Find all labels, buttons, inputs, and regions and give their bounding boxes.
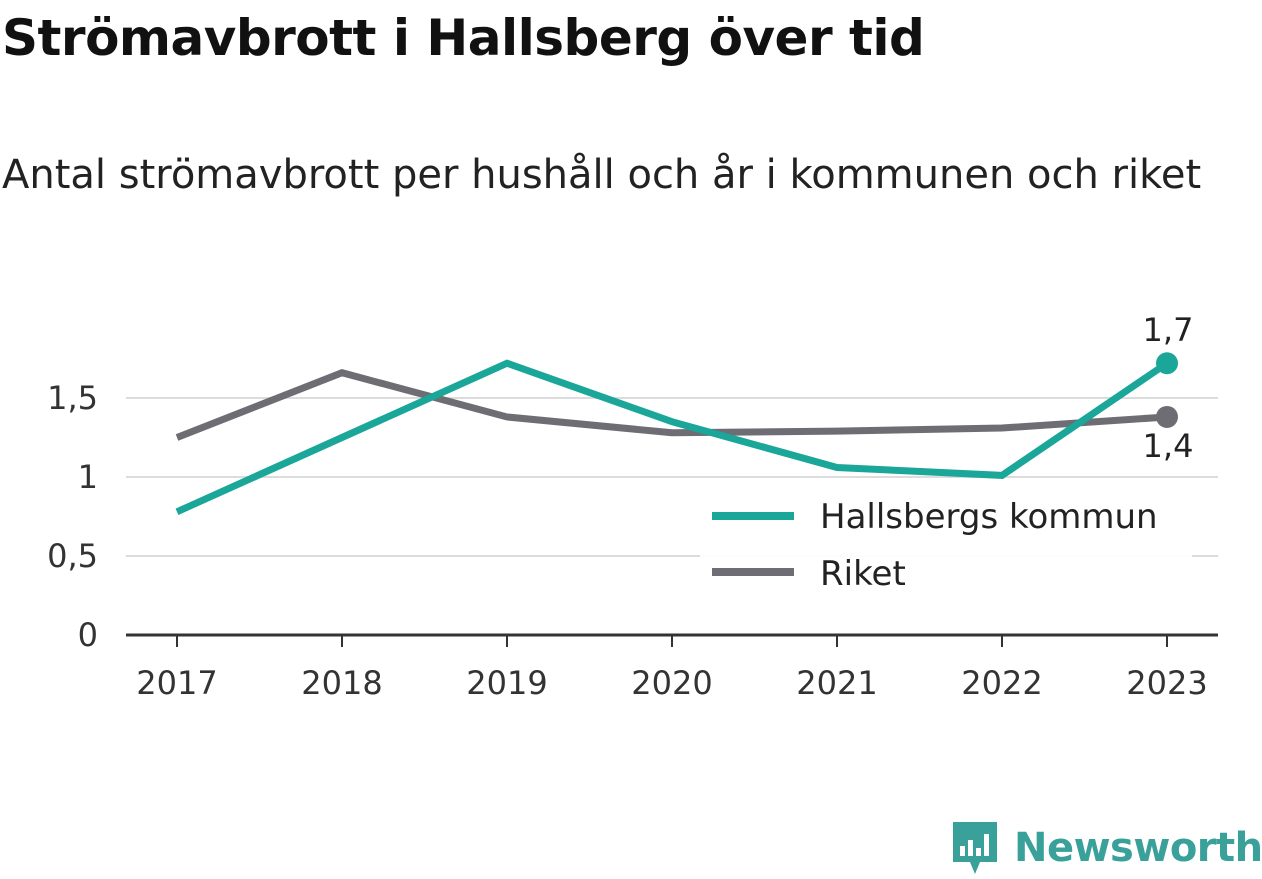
x-tick-label: 2020 bbox=[631, 664, 712, 702]
newsworthy-brand: Newsworthy bbox=[950, 818, 1262, 878]
end-point-hallsbergs-kommun bbox=[1156, 352, 1178, 375]
chart-subtitle: Antal strömavbrott per hushåll och år i … bbox=[2, 152, 1202, 198]
x-tick-label: 2021 bbox=[796, 664, 877, 702]
brand-name: Newsworthy bbox=[1014, 825, 1262, 871]
x-tick-label: 2023 bbox=[1126, 664, 1207, 702]
legend-label-hallsbergs-kommun: Hallsbergs kommun bbox=[820, 497, 1158, 537]
end-point-riket bbox=[1156, 405, 1178, 428]
chart-title: Strömavbrott i Hallsberg över tid bbox=[2, 9, 925, 67]
x-axis-ticks: 2017 2018 2019 2020 2021 2022 2023 bbox=[136, 635, 1208, 702]
y-tick-label: 0,5 bbox=[47, 537, 98, 575]
end-label-riket: 1,4 bbox=[1143, 427, 1194, 465]
y-tick-label: 1,5 bbox=[47, 379, 98, 417]
x-tick-label: 2018 bbox=[301, 664, 382, 702]
legend-label-riket: Riket bbox=[820, 554, 906, 594]
x-tick-label: 2022 bbox=[961, 664, 1042, 702]
legend: Hallsbergs kommun Riket bbox=[700, 490, 1192, 602]
y-tick-label: 0 bbox=[78, 616, 98, 654]
y-tick-label: 1 bbox=[78, 458, 98, 496]
y-axis-labels: 0 0,5 1 1,5 bbox=[47, 379, 98, 654]
x-tick-label: 2017 bbox=[136, 664, 217, 702]
legend-background bbox=[700, 490, 1192, 602]
series-line-hallsbergs-kommun bbox=[175, 359, 1169, 515]
series-lines bbox=[175, 352, 1178, 515]
series-line-riket bbox=[175, 369, 1168, 441]
x-tick-label: 2019 bbox=[466, 664, 547, 702]
newsworthy-logo-icon bbox=[953, 822, 997, 874]
end-label-hallsbergs: 1,7 bbox=[1143, 311, 1194, 349]
